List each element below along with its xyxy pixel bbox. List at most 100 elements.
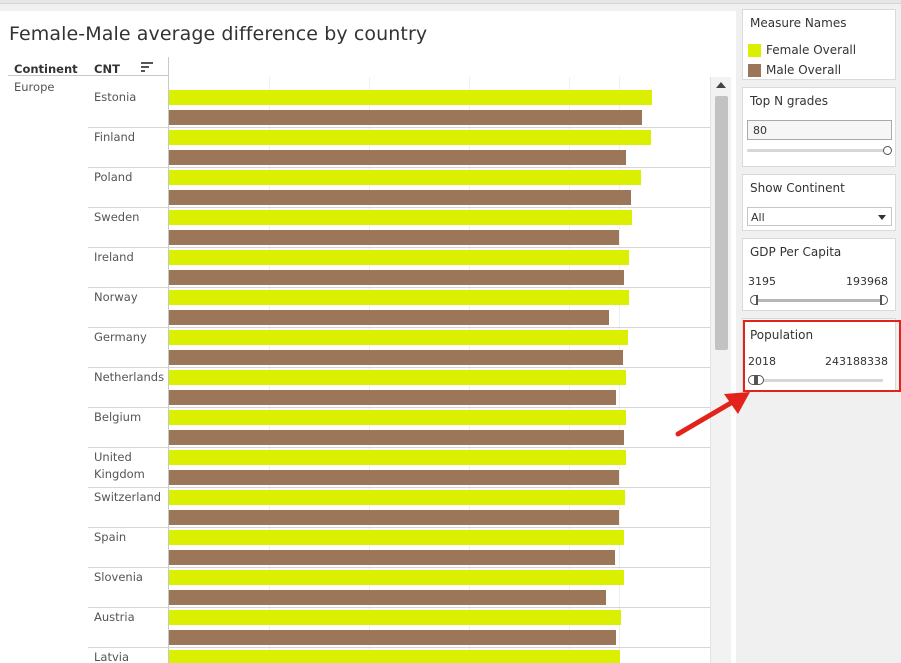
legend-title: Measure Names — [750, 16, 847, 30]
row-separator — [88, 407, 710, 408]
country-label: Germany — [94, 330, 147, 344]
legend-label-female: Female Overall — [766, 43, 857, 57]
gdp-max-value: 193968 — [846, 275, 888, 288]
country-label: Switzerland — [94, 490, 162, 504]
bar-rows: Estonia Finland Poland Sweden Ireland Norway G… — [0, 77, 710, 663]
country-label: Ireland — [94, 250, 134, 264]
population-title: Population — [750, 328, 814, 342]
row-separator — [88, 567, 710, 568]
top-n-grades-card: Top N grades 80 — [742, 87, 896, 167]
gdp-title: GDP Per Capita — [750, 245, 842, 259]
row-separator — [88, 287, 710, 288]
female-swatch — [748, 44, 761, 57]
top-n-title: Top N grades — [750, 94, 829, 108]
male-overall-bar[interactable] — [169, 430, 624, 445]
population-highlight-box — [743, 320, 901, 392]
row-separator — [88, 487, 710, 488]
female-overall-bar[interactable] — [169, 210, 632, 225]
sort-descending-icon[interactable] — [141, 62, 153, 74]
male-overall-bar[interactable] — [169, 510, 619, 525]
row-separator — [88, 447, 710, 448]
continent-column-header[interactable]: Continent — [14, 62, 78, 76]
row-separator — [88, 207, 710, 208]
bar-axis-line — [168, 57, 169, 663]
show-continent-title: Show Continent — [750, 181, 845, 195]
header-divider — [8, 75, 168, 76]
female-overall-bar[interactable] — [169, 130, 651, 145]
row-separator — [88, 127, 710, 128]
female-overall-bar[interactable] — [169, 570, 624, 585]
male-overall-bar[interactable] — [169, 470, 619, 485]
legend-label-male: Male Overall — [766, 63, 842, 77]
gdp-slider-min-handle[interactable] — [750, 295, 758, 305]
country-label: Belgium — [94, 410, 142, 424]
viz-title: Female-Male average difference by countr… — [9, 23, 428, 45]
top-toolbar-strip — [0, 0, 901, 4]
gdp-slider-track[interactable] — [753, 299, 887, 302]
population-slider-max-handle[interactable] — [756, 375, 764, 385]
continent-dropdown[interactable]: All — [747, 207, 892, 226]
male-overall-bar[interactable] — [169, 550, 615, 565]
vertical-scrollbar[interactable] — [710, 77, 731, 663]
row-separator — [88, 367, 710, 368]
top-n-slider-handle[interactable] — [883, 146, 892, 155]
male-overall-bar[interactable] — [169, 110, 642, 125]
country-label: Spain — [94, 530, 127, 544]
female-overall-bar[interactable] — [169, 90, 652, 105]
male-overall-bar[interactable] — [169, 630, 616, 645]
male-overall-bar[interactable] — [169, 350, 623, 365]
male-overall-bar[interactable] — [169, 230, 619, 245]
country-label: Finland — [94, 130, 136, 144]
cnt-column-header[interactable]: CNT — [94, 62, 120, 76]
male-swatch — [748, 64, 761, 77]
country-label: Estonia — [94, 90, 137, 104]
female-overall-bar[interactable] — [169, 370, 626, 385]
male-overall-bar[interactable] — [169, 590, 606, 605]
population-min-value: 2018 — [748, 355, 776, 368]
country-label: Latvia — [94, 650, 130, 663]
female-overall-bar[interactable] — [169, 290, 629, 305]
row-separator — [88, 247, 710, 248]
continent-dropdown-value: All — [751, 211, 765, 224]
female-overall-bar[interactable] — [169, 170, 641, 185]
row-separator — [88, 167, 710, 168]
row-separator — [88, 647, 710, 648]
population-slider-track[interactable] — [753, 379, 883, 382]
population-max-value: 243188338 — [825, 355, 888, 368]
show-continent-card: Show Continent All — [742, 174, 896, 231]
female-overall-bar[interactable] — [169, 650, 620, 663]
country-label: Norway — [94, 290, 138, 304]
country-label: Netherlands — [94, 370, 165, 384]
gdp-slider-max-handle[interactable] — [880, 295, 888, 305]
female-overall-bar[interactable] — [169, 490, 625, 505]
scrollbar-thumb[interactable] — [715, 96, 728, 350]
country-label: United Kingdom — [94, 450, 145, 481]
gdp-per-capita-card: GDP Per Capita 3195 193968 — [742, 238, 896, 311]
population-slider-min-handle[interactable] — [748, 375, 756, 385]
row-separator — [88, 327, 710, 328]
female-overall-bar[interactable] — [169, 330, 628, 345]
row-separator — [88, 607, 710, 608]
scroll-up-arrow-icon[interactable] — [716, 82, 726, 88]
top-n-input[interactable]: 80 — [747, 120, 892, 140]
female-overall-bar[interactable] — [169, 250, 629, 265]
country-label: Austria — [94, 610, 135, 624]
continent-label: Europe — [14, 80, 55, 94]
female-overall-bar[interactable] — [169, 530, 624, 545]
population-card: Population 2018 243188338 — [742, 318, 896, 392]
male-overall-bar[interactable] — [169, 190, 631, 205]
male-overall-bar[interactable] — [169, 390, 616, 405]
top-n-slider-track[interactable] — [747, 149, 887, 152]
male-overall-bar[interactable] — [169, 150, 626, 165]
chevron-down-icon[interactable] — [878, 215, 886, 220]
gdp-min-value: 3195 — [748, 275, 776, 288]
country-label: Poland — [94, 170, 133, 184]
female-overall-bar[interactable] — [169, 410, 626, 425]
male-overall-bar[interactable] — [169, 310, 609, 325]
male-overall-bar[interactable] — [169, 270, 624, 285]
female-overall-bar[interactable] — [169, 450, 626, 465]
red-pointer-arrow-icon — [675, 392, 750, 437]
female-overall-bar[interactable] — [169, 610, 621, 625]
country-label: Sweden — [94, 210, 140, 224]
viz-panel: Female-Male average difference by countr… — [0, 11, 736, 663]
